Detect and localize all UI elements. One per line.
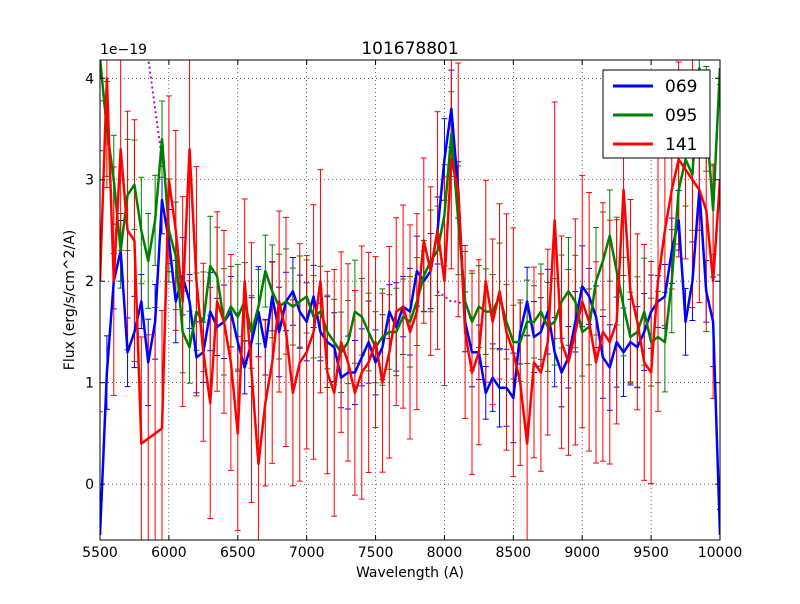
dotted-purple-continuum-mid-line bbox=[436, 290, 466, 308]
y-tick-label: 4 bbox=[85, 71, 94, 87]
series-line-141 bbox=[100, 77, 720, 466]
x-tick-label: 7000 bbox=[289, 545, 325, 561]
x-tick-label: 5500 bbox=[82, 545, 118, 561]
x-tick-label: 6000 bbox=[151, 545, 187, 561]
legend-label-095: 095 bbox=[665, 106, 697, 126]
x-tick-label: 8500 bbox=[496, 545, 532, 561]
plot-layer bbox=[100, 60, 720, 540]
x-tick-label: 9500 bbox=[633, 545, 669, 561]
dotted-purple-continuum-line bbox=[147, 60, 163, 160]
legend-label-141: 141 bbox=[665, 135, 697, 155]
y-tick-label: 2 bbox=[85, 274, 94, 290]
y-offset-label: 1e−19 bbox=[100, 42, 147, 58]
x-tick-label: 6500 bbox=[220, 545, 256, 561]
x-tick-label: 9000 bbox=[564, 545, 600, 561]
x-tick-label: 7500 bbox=[358, 545, 394, 561]
series-line-095 bbox=[100, 60, 720, 354]
legend: 069 095 141 bbox=[602, 69, 711, 159]
chart-title: 101678801 bbox=[361, 39, 458, 59]
legend-label-069: 069 bbox=[665, 77, 697, 97]
y-axis-label: Flux (erg/s/cm^2/A) bbox=[62, 230, 78, 370]
x-tick-label: 10000 bbox=[698, 545, 743, 561]
y-tick-label: 3 bbox=[85, 173, 94, 189]
x-axis-label: Wavelength (A) bbox=[356, 565, 464, 581]
y-tick-label: 1 bbox=[85, 376, 94, 392]
x-tick-label: 8000 bbox=[427, 545, 463, 561]
y-tick-label: 0 bbox=[85, 477, 94, 493]
tick-layer: 5500 6000 6500 7000 7500 8000 8500 9000 9500 1000… bbox=[82, 60, 742, 561]
axes-frame bbox=[99, 59, 721, 541]
